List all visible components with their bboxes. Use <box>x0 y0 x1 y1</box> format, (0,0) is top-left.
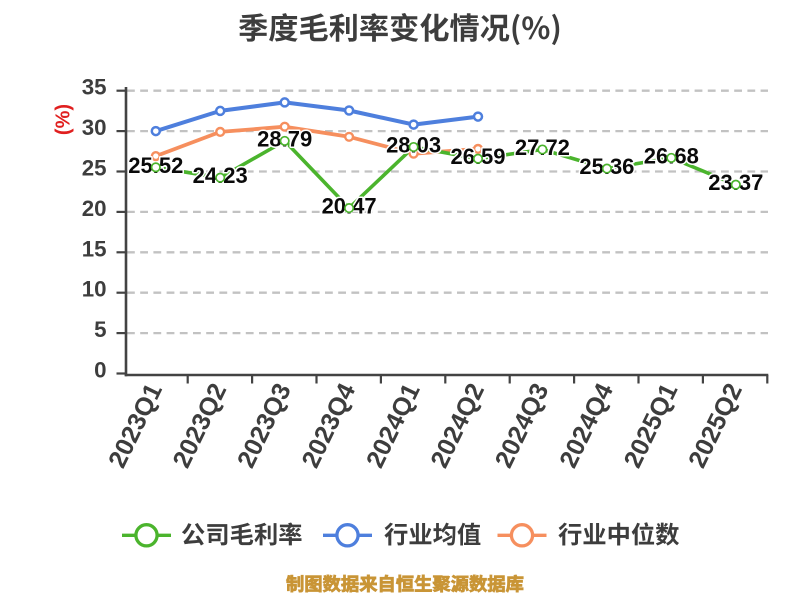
svg-text:35: 35 <box>82 75 107 100</box>
svg-text:25: 25 <box>82 156 107 181</box>
svg-text:23.37: 23.37 <box>708 170 763 195</box>
svg-text:20: 20 <box>82 196 107 221</box>
svg-text:0: 0 <box>94 358 106 383</box>
svg-text:25.52: 25.52 <box>128 153 183 178</box>
svg-text:15: 15 <box>82 236 107 261</box>
svg-text:(%): (%) <box>53 104 75 135</box>
svg-text:30: 30 <box>82 115 107 140</box>
svg-text:5: 5 <box>94 317 106 342</box>
svg-text:28.79: 28.79 <box>257 126 312 151</box>
svg-text:10: 10 <box>82 277 107 302</box>
